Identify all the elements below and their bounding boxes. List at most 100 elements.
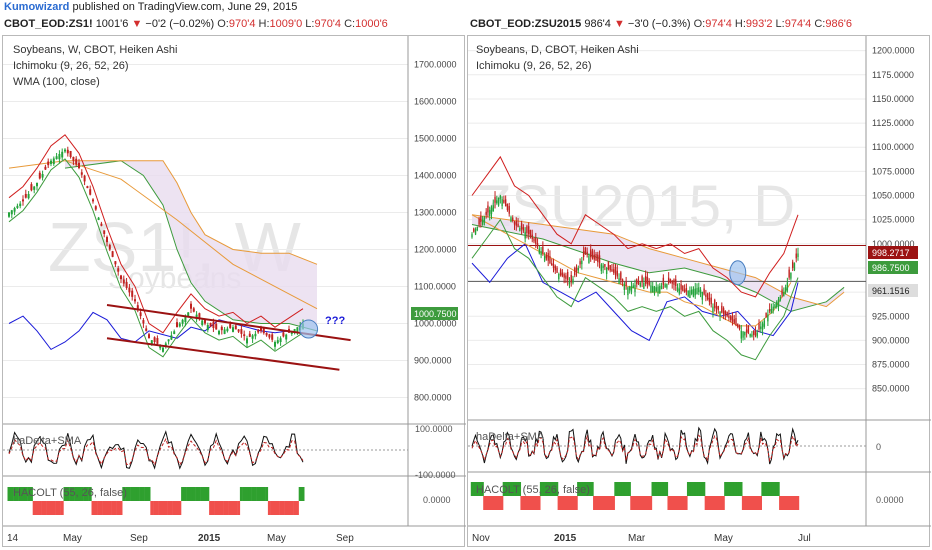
hacolt-bar	[709, 496, 713, 510]
y-tick-label: 1000.0000	[414, 319, 457, 329]
y-tick-label: 800.0000	[414, 393, 452, 403]
hacolt-bar	[63, 487, 67, 501]
hacolt-bar	[713, 496, 716, 510]
y-tick-label: 1100.0000	[414, 282, 456, 292]
candle-body	[618, 278, 620, 284]
candle-body	[776, 301, 778, 308]
candle-body	[698, 287, 700, 292]
candle-body	[106, 237, 108, 243]
candle-body	[666, 283, 668, 288]
left-x-label-0: 14	[7, 533, 19, 544]
hacolt-bar	[734, 482, 738, 496]
hacolt-bar	[704, 496, 708, 510]
candle-body	[36, 182, 38, 187]
candle-body	[588, 255, 590, 264]
hacolt-bar	[573, 496, 576, 510]
left-chart-svg[interactable]: ZS1!, W Soybeans 800.0000900.00001000.00…	[3, 36, 466, 548]
hacolt-bar	[564, 496, 568, 510]
candle-body	[795, 253, 797, 259]
candle-body	[556, 267, 558, 273]
candle-body	[772, 306, 774, 311]
candle-body	[524, 231, 526, 239]
left-quote-header: CBOT_EOD:ZS1! 1001'6 ▼ −0'2 (−0.02%) O:9…	[4, 16, 388, 32]
hacolt-bar	[768, 482, 771, 496]
candle-body	[598, 255, 601, 264]
hacolt-bar	[520, 496, 523, 510]
hacolt-bar	[764, 482, 768, 496]
hacolt-bar	[681, 496, 685, 510]
candle-body	[83, 175, 86, 182]
y-tick-label: 850.0000	[872, 384, 910, 394]
candle-body	[595, 254, 597, 261]
author-link[interactable]: Kumowizard	[4, 1, 70, 13]
hacolt-bar	[669, 496, 672, 510]
candle-body	[184, 316, 187, 323]
chikou-line	[471, 243, 799, 342]
hacolt-bar	[787, 496, 791, 510]
candle-body	[508, 206, 510, 214]
hacolt-bar	[472, 482, 475, 496]
hacolt-bar	[10, 487, 14, 501]
hacolt-bar	[750, 496, 754, 510]
hacolt-bar	[628, 482, 631, 496]
hacolt-bar	[582, 482, 585, 496]
hacolt-bar	[214, 501, 218, 515]
right-chart-svg[interactable]: ZSU2015, D 850.0000875.0000900.0000925.0…	[468, 36, 931, 548]
hacolt-bar	[532, 496, 536, 510]
hacolt-bar	[623, 482, 626, 496]
candle-body	[558, 273, 560, 280]
hacolt-bar	[245, 487, 249, 501]
candle-body	[685, 287, 688, 292]
y-tick-label: 1175.0000	[872, 70, 914, 80]
hacolt-bar	[688, 482, 692, 496]
left-symbol[interactable]: CBOT_EOD:ZS1!	[4, 18, 93, 30]
candle-body	[173, 331, 176, 335]
candle-body	[763, 320, 766, 327]
candle-body	[215, 323, 218, 330]
hacolt-bar	[589, 482, 592, 496]
hacolt-bar	[7, 487, 11, 501]
candle-body	[641, 276, 643, 283]
candle-body	[715, 306, 718, 310]
hacolt-bar	[607, 496, 610, 510]
candle-body	[712, 306, 714, 313]
hacolt-bar	[119, 501, 123, 515]
candle-body	[499, 195, 502, 199]
channel-lower-line	[106, 337, 340, 371]
hacolt-bar	[633, 496, 637, 510]
right-open: 974'4	[705, 18, 732, 30]
hacolt-bar	[570, 496, 573, 510]
candle-body	[187, 312, 190, 317]
y-tick-label: 1125.0000	[872, 118, 914, 128]
hacolt-bar	[102, 501, 106, 515]
right-symbol[interactable]: CBOT_EOD:ZSU2015	[470, 18, 582, 30]
candle-body	[164, 343, 167, 347]
candle-body	[570, 275, 572, 283]
right-x-label-1: 2015	[554, 533, 577, 544]
candle-body	[621, 279, 624, 282]
candle-body	[767, 314, 769, 322]
hacolt-bar	[731, 482, 734, 496]
left-chart-panel[interactable]: ZS1!, W Soybeans 800.0000 900.0000 1000.00…	[2, 35, 466, 548]
candle-body	[731, 315, 734, 322]
candle-body	[64, 149, 66, 152]
candle-body	[793, 263, 796, 271]
hacolt-bar	[225, 501, 229, 515]
candle-body	[489, 210, 491, 217]
candle-body	[125, 281, 128, 288]
hacolt-bar	[500, 496, 504, 510]
hacolt-bar	[169, 501, 173, 515]
candle-body	[614, 267, 617, 275]
hacolt-bar	[499, 496, 502, 510]
candle-body	[492, 205, 494, 212]
right-x-label-3: May	[714, 533, 733, 544]
wma-line	[8, 160, 318, 310]
candle-body	[120, 275, 122, 280]
hacolt-bar	[695, 482, 699, 496]
right-hist-tick: 0.0000	[876, 495, 904, 505]
hacolt-bar	[497, 496, 500, 510]
hacolt-bar	[43, 501, 47, 515]
hacolt-bar	[600, 496, 603, 510]
hacolt-bar	[509, 482, 513, 496]
right-chart-panel[interactable]: ZSU2015, D 850.0000 875.0000 900.0000 925.0…	[467, 35, 931, 548]
